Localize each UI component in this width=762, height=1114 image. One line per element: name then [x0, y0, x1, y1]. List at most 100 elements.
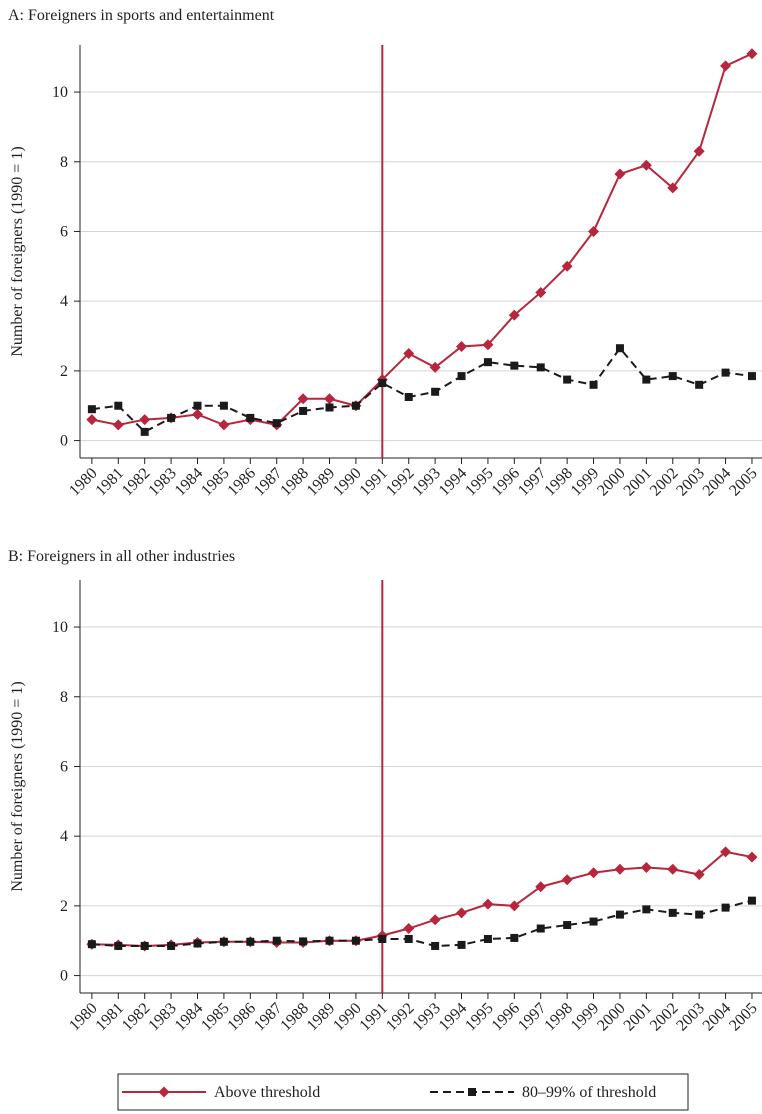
x-tick-label: 2005 — [726, 1000, 761, 1035]
x-tick-label: 1999 — [568, 1000, 603, 1035]
y-tick-label: 2 — [60, 898, 68, 915]
x-tick-label: 2005 — [726, 465, 761, 500]
series-line — [91, 899, 753, 947]
marker — [614, 863, 626, 875]
marker — [140, 941, 149, 950]
x-tick-label: 1983 — [145, 1000, 180, 1035]
y-tick-label: 8 — [60, 689, 68, 706]
x-tick-label: 1981 — [92, 1000, 127, 1035]
marker — [695, 380, 704, 389]
marker — [695, 910, 704, 919]
marker — [272, 936, 281, 945]
marker — [561, 260, 573, 272]
x-tick-label: 2000 — [594, 1000, 629, 1035]
marker — [588, 225, 600, 237]
x-tick-label: 2002 — [647, 465, 682, 500]
marker — [325, 403, 334, 412]
x-tick-label: 2001 — [621, 465, 656, 500]
x-tick-label: 1998 — [541, 465, 576, 500]
marker — [642, 905, 651, 914]
x-tick-label: 1989 — [304, 465, 339, 500]
x-tick-label: 1995 — [462, 1000, 497, 1035]
marker — [667, 182, 679, 194]
marker — [193, 939, 202, 948]
marker — [561, 874, 573, 886]
marker — [615, 910, 624, 919]
marker — [140, 427, 149, 436]
legend-box — [117, 1073, 689, 1111]
marker — [299, 937, 308, 946]
x-tick-label: 1980 — [66, 1000, 101, 1035]
series-line — [91, 52, 753, 426]
x-tick-label: 1983 — [145, 465, 180, 500]
marker — [191, 408, 203, 420]
x-tick-label: 2002 — [647, 1000, 682, 1035]
marker — [721, 903, 730, 912]
marker — [324, 393, 336, 405]
x-tick-label: 1989 — [304, 1000, 339, 1035]
marker — [508, 900, 520, 912]
marker — [246, 937, 255, 946]
y-tick-label: 8 — [60, 154, 68, 171]
marker — [510, 361, 519, 370]
marker — [114, 941, 123, 950]
y-tick-label: 10 — [52, 84, 68, 101]
marker — [588, 867, 600, 879]
marker — [167, 941, 176, 950]
x-tick-label: 1988 — [277, 1000, 312, 1035]
marker — [693, 869, 705, 881]
marker — [563, 375, 572, 384]
y-tick-label: 10 — [52, 619, 68, 636]
marker — [87, 940, 96, 949]
marker — [351, 401, 360, 410]
x-tick-label: 1997 — [515, 465, 550, 500]
x-tick-label: 1988 — [277, 465, 312, 500]
marker — [482, 898, 494, 910]
x-tick-label: 1999 — [568, 465, 603, 500]
marker — [272, 419, 281, 428]
marker — [721, 368, 730, 377]
marker — [720, 846, 732, 858]
x-tick-label: 1997 — [515, 1000, 550, 1035]
marker — [299, 406, 308, 415]
y-tick-label: 6 — [60, 758, 68, 775]
legend-label: Above threshold — [214, 1084, 320, 1101]
marker — [747, 372, 756, 381]
y-tick-label: 4 — [60, 293, 68, 310]
marker — [429, 361, 441, 373]
x-tick-label: 1990 — [330, 465, 365, 500]
series-line — [91, 346, 753, 434]
marker — [219, 937, 228, 946]
marker — [508, 309, 520, 321]
x-tick-label: 2000 — [594, 465, 629, 500]
marker — [297, 393, 309, 405]
marker — [535, 881, 547, 893]
marker — [403, 923, 415, 935]
x-tick-label: 2004 — [700, 465, 735, 500]
marker — [246, 413, 255, 422]
marker — [510, 933, 519, 942]
x-tick-label: 1982 — [119, 465, 154, 500]
marker — [431, 387, 440, 396]
marker — [378, 379, 387, 388]
y-tick-label: 4 — [60, 828, 68, 845]
marker — [114, 401, 123, 410]
y-tick-label: 0 — [60, 968, 68, 985]
marker — [640, 159, 652, 171]
marker — [219, 401, 228, 410]
y-tick-label: 2 — [60, 363, 68, 380]
marker — [746, 851, 758, 863]
marker — [468, 1088, 476, 1096]
x-tick-label: 1991 — [356, 1000, 391, 1035]
marker — [112, 419, 124, 431]
marker — [404, 393, 413, 402]
marker — [614, 168, 626, 180]
marker — [483, 934, 492, 943]
x-tick-label: 1994 — [436, 465, 471, 500]
marker — [139, 414, 151, 426]
x-tick-label: 1995 — [462, 465, 497, 500]
marker — [693, 145, 705, 157]
x-tick-label: 1992 — [383, 465, 418, 500]
x-tick-label: 1980 — [66, 465, 101, 500]
